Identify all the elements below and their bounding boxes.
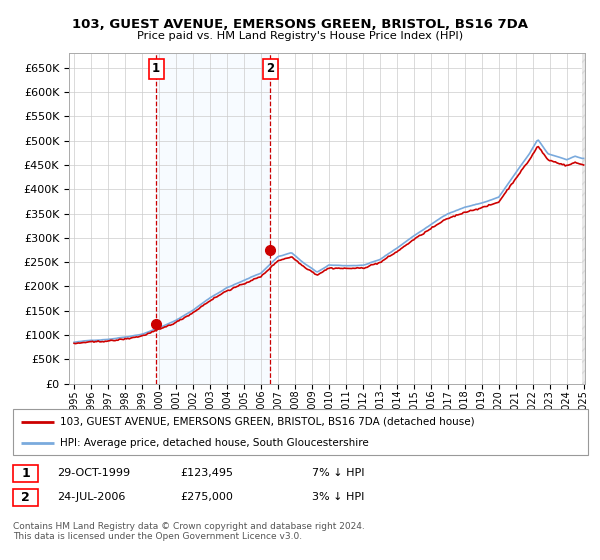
Text: 103, GUEST AVENUE, EMERSONS GREEN, BRISTOL, BS16 7DA: 103, GUEST AVENUE, EMERSONS GREEN, BRIST…: [72, 18, 528, 31]
Text: 7% ↓ HPI: 7% ↓ HPI: [312, 468, 365, 478]
Text: 2: 2: [22, 491, 30, 504]
Text: Contains HM Land Registry data © Crown copyright and database right 2024.
This d: Contains HM Land Registry data © Crown c…: [13, 522, 365, 542]
Text: 24-JUL-2006: 24-JUL-2006: [57, 492, 125, 502]
Bar: [582, 53, 585, 384]
Text: 29-OCT-1999: 29-OCT-1999: [57, 468, 130, 478]
Text: 1: 1: [22, 466, 30, 480]
Text: 3% ↓ HPI: 3% ↓ HPI: [312, 492, 364, 502]
Bar: [156, 53, 270, 384]
Bar: [582, 53, 585, 384]
Text: 103, GUEST AVENUE, EMERSONS GREEN, BRISTOL, BS16 7DA (detached house): 103, GUEST AVENUE, EMERSONS GREEN, BRIST…: [60, 417, 475, 427]
Text: HPI: Average price, detached house, South Gloucestershire: HPI: Average price, detached house, Sout…: [60, 438, 369, 448]
Text: 1: 1: [152, 62, 160, 75]
Text: 2: 2: [266, 62, 274, 75]
Text: £275,000: £275,000: [180, 492, 233, 502]
Text: Price paid vs. HM Land Registry's House Price Index (HPI): Price paid vs. HM Land Registry's House …: [137, 31, 463, 41]
Text: £123,495: £123,495: [180, 468, 233, 478]
